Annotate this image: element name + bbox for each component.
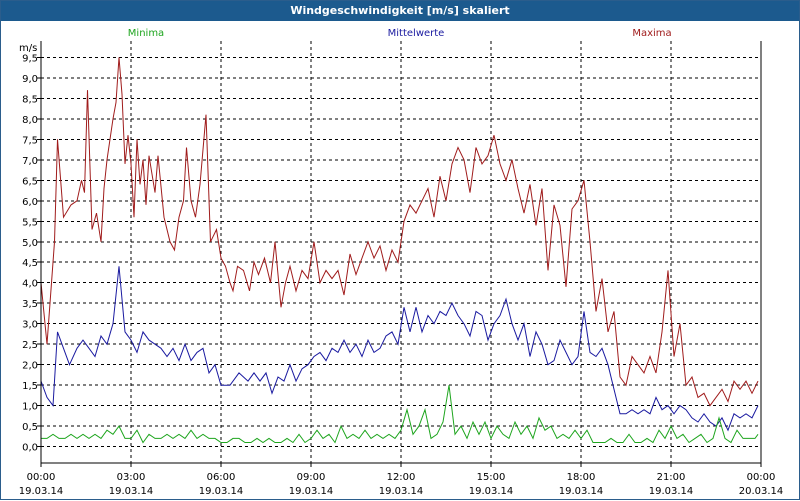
legend-label-mittelwerte: Mittelwerte (388, 28, 445, 39)
x-tick-time-label: 21:00 (657, 472, 686, 483)
y-tick-label: 1,0 (22, 402, 38, 413)
x-tick-time-label: 00:00 (747, 472, 776, 483)
y-tick-label: 9,0 (22, 74, 38, 85)
y-tick-label: 2,0 (22, 361, 38, 372)
window-title: Windgeschwindigkeit [m/s] skaliert (1, 1, 799, 21)
y-tick-label: 4,5 (22, 258, 38, 269)
x-tick-date-label: 19.03.14 (379, 486, 424, 497)
axis-labels: 0,0 0,5 1,0 1,5 2,0 2,5 3,0 3,5 4,0 4,5 5,0 5,5 6,0 6… (19, 28, 784, 497)
y-tick-label: 8,5 (22, 94, 38, 105)
y-tick-label: 6,0 (22, 197, 38, 208)
x-tick-time-label: 18:00 (567, 472, 596, 483)
y-tick-label: 5,0 (22, 238, 38, 249)
x-tick-date-label: 19.03.14 (289, 486, 334, 497)
x-tick-time-label: 03:00 (117, 472, 146, 483)
series-line-maxima (40, 57, 759, 407)
y-tick-label: 7,0 (22, 156, 38, 167)
x-tick-date-label: 19.03.14 (19, 486, 64, 497)
x-tick-date-label: 19.03.14 (559, 486, 604, 497)
x-tick-date-label: 19.03.14 (109, 486, 154, 497)
y-tick-label: 0,5 (22, 422, 38, 433)
y-tick-label: 7,5 (22, 135, 38, 146)
y-tick-label: 9,5 (22, 53, 38, 64)
y-tick-label: 0,0 (22, 443, 38, 454)
series-line-minima (41, 385, 759, 444)
legend-label-maxima: Maxima (632, 28, 671, 39)
x-tick-time-label: 00:00 (27, 472, 56, 483)
y-tick-label: 3,0 (22, 320, 38, 331)
y-tick-label: 8,0 (22, 115, 38, 126)
x-tick-date-label: 20.03.14 (739, 486, 784, 497)
y-tick-label: 1,5 (22, 381, 38, 392)
grid-lines (41, 41, 761, 463)
x-tick-time-label: 06:00 (207, 472, 236, 483)
y-tick-label: 5,5 (22, 217, 38, 228)
x-tick-time-label: 09:00 (297, 472, 326, 483)
y-tick-label: 6,5 (22, 176, 38, 187)
y-axis-unit-label: m/s (19, 43, 37, 54)
y-tick-label: 2,5 (22, 340, 38, 351)
x-tick-time-label: 15:00 (477, 472, 506, 483)
y-tick-label: 4,0 (22, 279, 38, 290)
x-tick-date-label: 19.03.14 (649, 486, 694, 497)
legend-label-minima: Minima (128, 28, 164, 39)
x-tick-date-label: 19.03.14 (199, 486, 244, 497)
y-tick-label: 3,5 (22, 299, 38, 310)
axes (37, 41, 762, 467)
x-tick-time-label: 12:00 (387, 472, 416, 483)
x-tick-date-label: 19.03.14 (469, 486, 514, 497)
series-lines (40, 57, 759, 444)
series-line-mittelwerte (40, 266, 759, 432)
